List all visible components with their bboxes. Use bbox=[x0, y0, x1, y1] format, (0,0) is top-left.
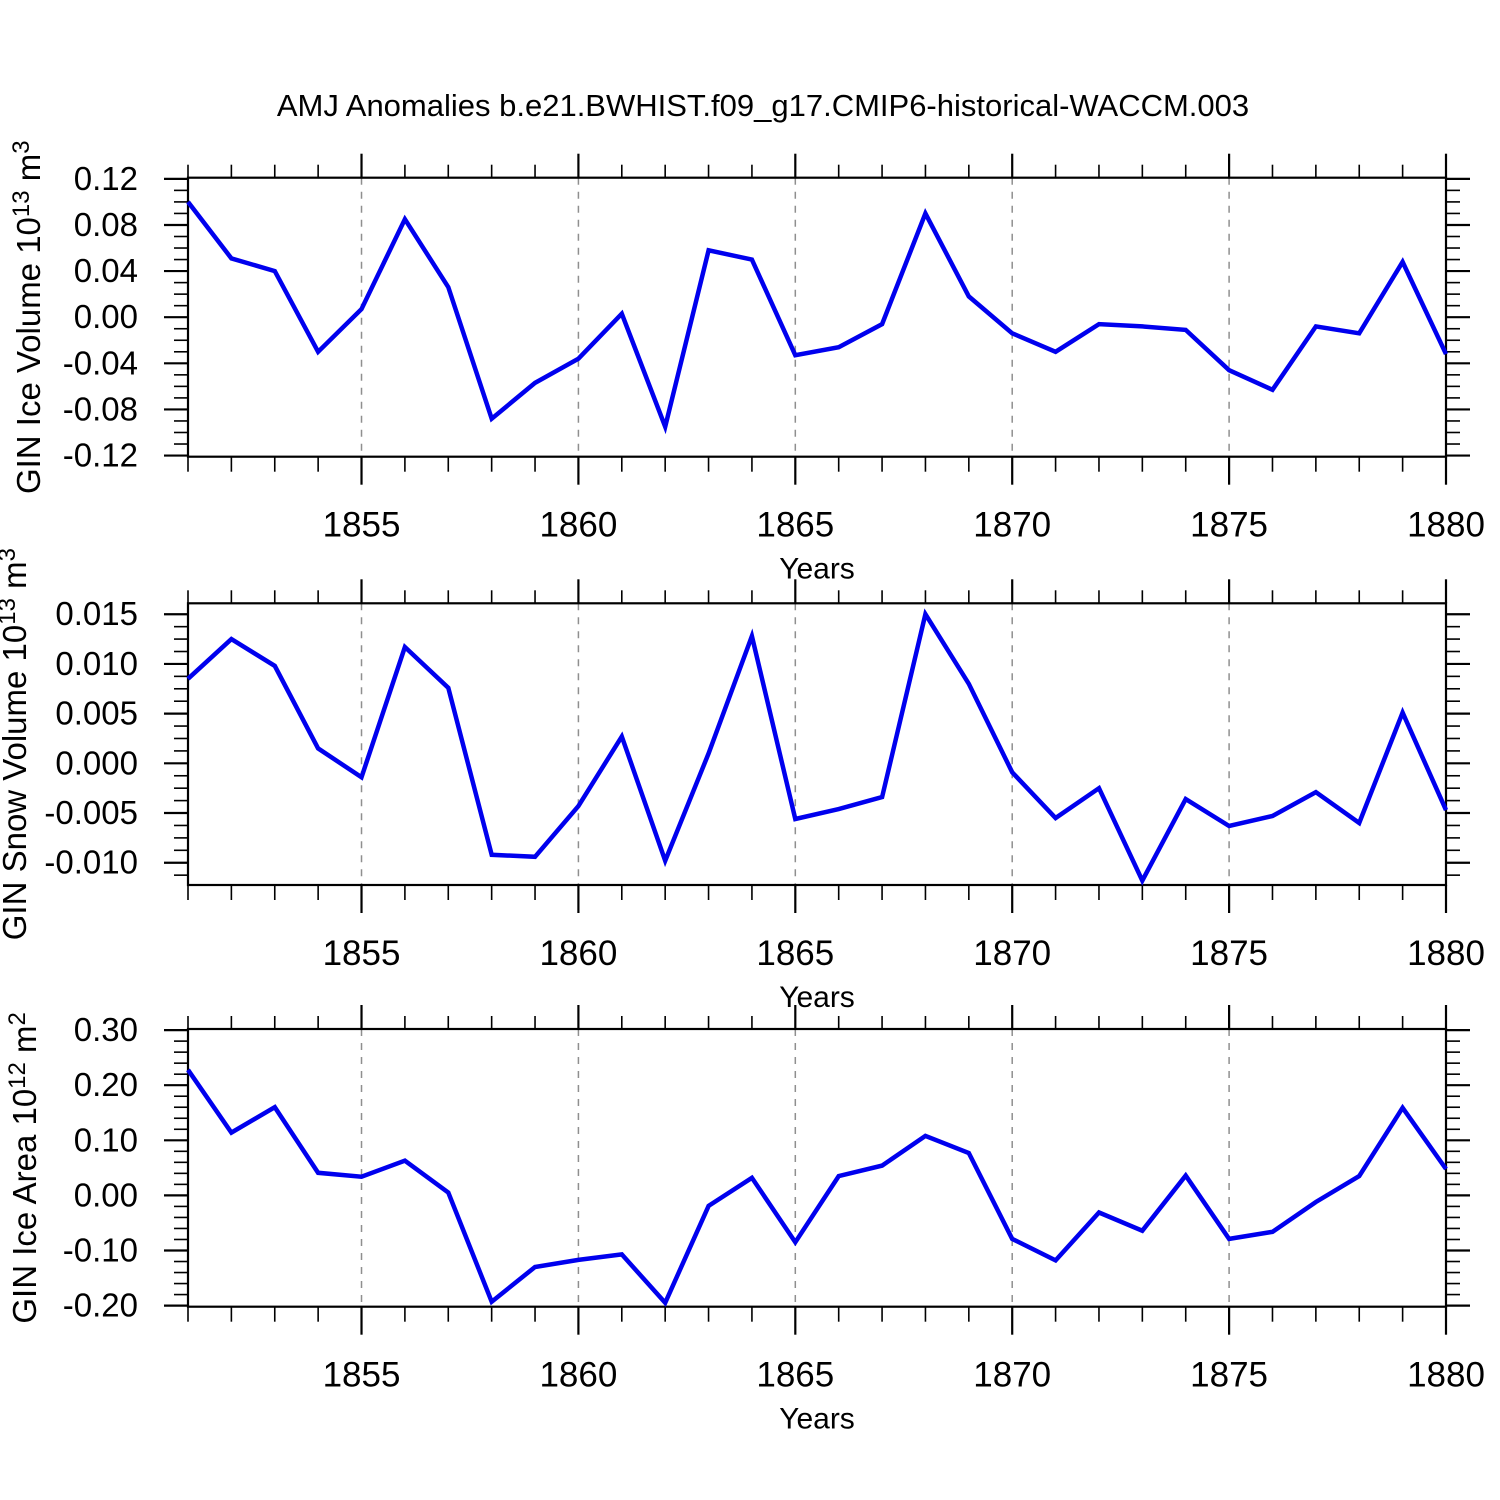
x-tick-label: 1875 bbox=[1190, 934, 1268, 973]
x-tick-label: 1870 bbox=[973, 506, 1051, 545]
x-tick-label: 1855 bbox=[323, 934, 401, 973]
y-tick-label: -0.04 bbox=[63, 344, 138, 381]
x-axis-title: Years bbox=[779, 553, 855, 586]
data-line-gin-ice-volume bbox=[186, 200, 1449, 435]
y-tick-label: -0.12 bbox=[63, 437, 138, 474]
x-tick-label: 1865 bbox=[756, 506, 834, 545]
x-tick-label: 1855 bbox=[323, 1356, 401, 1395]
y-tick-label: 0.00 bbox=[74, 298, 138, 335]
y-tick-label: 0.12 bbox=[74, 160, 138, 197]
y-tick-label: 0.015 bbox=[55, 595, 138, 632]
data-line-gin-ice-area bbox=[186, 1068, 1448, 1307]
chart-gin-ice-volume: 0.12 0.08 0.04 0.00 -0.04 -0.08 -0.12 1855 1860 1… bbox=[8, 140, 1485, 585]
x-tick-label: 1855 bbox=[323, 506, 401, 545]
y-tick-label: -0.005 bbox=[44, 794, 138, 831]
x-tick-label: 1880 bbox=[1407, 506, 1485, 545]
x-tick-label: 1870 bbox=[973, 1356, 1051, 1395]
plot-frame bbox=[186, 602, 1448, 887]
x-tick-label: 1880 bbox=[1407, 1356, 1485, 1395]
y-tick-label: 0.20 bbox=[74, 1066, 138, 1103]
y-tick-label: 0.00 bbox=[74, 1176, 138, 1213]
y-axis-title: GIN Snow Volume 1013 m3 bbox=[0, 548, 33, 940]
y-tick-label: -0.08 bbox=[63, 390, 138, 427]
plot-frame bbox=[186, 1027, 1448, 1308]
y-tick-label: 0.08 bbox=[74, 206, 138, 243]
x-axis-title: Years bbox=[779, 1403, 855, 1436]
x-tick-label: 1860 bbox=[539, 506, 617, 545]
y-tick-label: 0.30 bbox=[74, 1011, 138, 1048]
x-tick-label: 1865 bbox=[756, 1356, 834, 1395]
y-tick-label: -0.10 bbox=[63, 1231, 138, 1268]
plot-frame bbox=[186, 176, 1448, 458]
y-tick-label: -0.20 bbox=[63, 1287, 138, 1324]
x-tick-label: 1860 bbox=[539, 1356, 617, 1395]
y-tick-label: 0.000 bbox=[55, 744, 138, 781]
y-tick-label: 0.010 bbox=[55, 645, 138, 682]
x-tick-label: 1880 bbox=[1407, 934, 1485, 973]
y-tick-label: -0.010 bbox=[44, 844, 138, 881]
x-tick-label: 1870 bbox=[973, 934, 1051, 973]
y-tick-label: 0.04 bbox=[74, 252, 138, 289]
y-tick-label: 0.10 bbox=[74, 1121, 138, 1158]
chart-gin-snow-volume: 0.015 0.010 0.005 0.000 -0.005 -0.010 1855 1860… bbox=[0, 548, 1485, 1014]
y-axis-title: GIN Ice Area 1012 m2 bbox=[4, 1012, 43, 1324]
x-tick-label: 1875 bbox=[1190, 506, 1268, 545]
x-tick-label: 1865 bbox=[756, 934, 834, 973]
figure-title: AMJ Anomalies b.e21.BWHIST.f09_g17.CMIP6… bbox=[277, 88, 1249, 123]
data-line-gin-snow-volume bbox=[186, 608, 1449, 886]
x-tick-label: 1860 bbox=[539, 934, 617, 973]
y-tick-label: 0.005 bbox=[55, 695, 138, 732]
x-axis-title: Years bbox=[779, 981, 855, 1014]
chart-gin-ice-area: 0.30 0.20 0.10 0.00 -0.10 -0.20 1855 1860 1865 18… bbox=[4, 1005, 1485, 1436]
y-axis-title: GIN Ice Volume 1013 m3 bbox=[8, 140, 47, 494]
x-tick-label: 1875 bbox=[1190, 1356, 1268, 1395]
